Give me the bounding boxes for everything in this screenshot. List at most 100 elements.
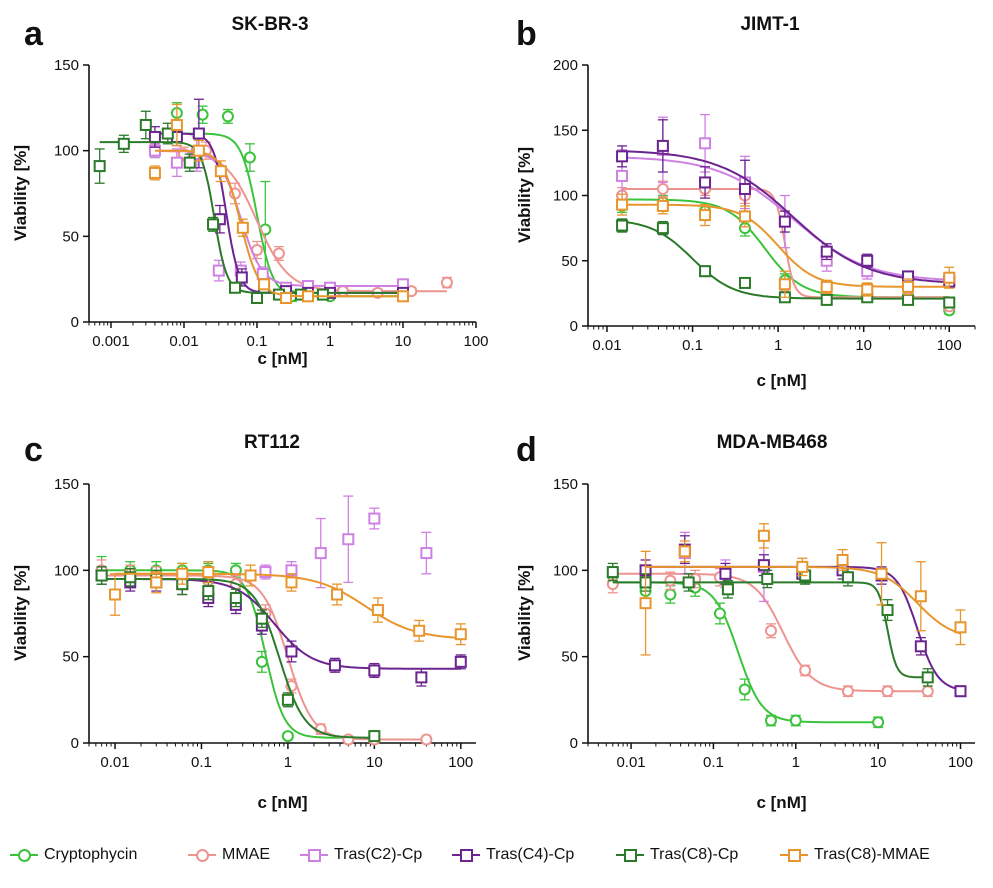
legend-marker-circle [10, 846, 38, 864]
data-point [250, 292, 263, 305]
y-tick-label: 150 [54, 57, 79, 74]
data-point [738, 276, 751, 289]
panel-title: RT112 [244, 432, 300, 453]
data-point [606, 566, 619, 579]
legend-label: Tras(C8)-MMAE [814, 846, 930, 863]
data-point [258, 278, 271, 291]
fit-curve [612, 572, 928, 693]
data-point [699, 176, 712, 189]
data-point [796, 560, 809, 573]
panel-title: MDA-MB468 [717, 432, 828, 453]
legend-item-c4cp: Tras(C4)-Cp [452, 846, 574, 864]
series-c8mmae [148, 103, 409, 305]
x-tick-label: 1 [774, 337, 782, 354]
series-c8cp [606, 562, 934, 687]
data-point [371, 604, 384, 617]
data-point [139, 118, 152, 131]
data-point [656, 182, 669, 195]
x-tick-label: 100 [937, 337, 962, 354]
legend-item-c8cp: Tras(C8)-Cp [616, 846, 738, 864]
data-point [280, 292, 293, 305]
data-point [699, 209, 712, 222]
data-point [170, 156, 183, 169]
panel-title: JIMT-1 [740, 14, 800, 35]
data-point [316, 288, 329, 301]
data-point [235, 271, 248, 284]
data-point [202, 585, 215, 598]
data-point [413, 624, 426, 637]
data-point [192, 127, 205, 140]
x-tick-label: 100 [463, 333, 488, 350]
x-tick-label: 1 [792, 754, 800, 771]
data-point [789, 714, 802, 727]
fit-curve [154, 149, 403, 298]
x-tick-label: 0.1 [191, 754, 212, 771]
legend-marker-circle [188, 846, 216, 864]
fit-curve [621, 150, 950, 284]
x-axis-label: c [nM] [257, 349, 307, 368]
legend-label: Tras(C8)-Cp [650, 846, 739, 863]
data-point [440, 276, 453, 289]
legend-item-mmae: MMAE [188, 846, 270, 864]
series-mmae [95, 559, 433, 746]
data-point [616, 169, 629, 182]
y-tick-label: 200 [553, 57, 578, 74]
data-point [285, 576, 298, 589]
data-point [820, 245, 833, 258]
y-tick-label: 0 [570, 735, 578, 752]
fit-curve [99, 141, 403, 294]
x-tick-label: 0.1 [247, 333, 268, 350]
data-point [207, 218, 220, 231]
data-point [943, 296, 956, 309]
y-tick-label: 50 [62, 649, 79, 666]
data-point [93, 160, 106, 173]
y-tick-label: 150 [553, 122, 578, 139]
fit-curve [612, 581, 879, 724]
y-tick-label: 100 [553, 562, 578, 579]
data-point [778, 215, 791, 228]
fit-curve [154, 149, 447, 293]
data-point [820, 293, 833, 306]
panel-b: b JIMT-1 0 50 100 150 200 0.01 0.1 1 10 100 c [nM] Vi… [515, 14, 976, 390]
data-point [183, 156, 196, 169]
data-point [221, 110, 234, 123]
x-tick-label: 1 [326, 333, 334, 350]
data-point [881, 604, 894, 617]
data-point [229, 591, 242, 604]
data-point [415, 671, 428, 684]
y-tick-label: 100 [553, 188, 578, 205]
data-point [244, 569, 257, 582]
panel-d: d MDA-MB468 0 50 100 150 0.01 0.1 1 10 100 c [nM] Vi… [515, 431, 975, 812]
legend-item-crypto: Cryptophycin [10, 846, 137, 864]
data-point [229, 281, 242, 294]
series-c8cp [93, 110, 403, 305]
data-point [336, 285, 349, 298]
data-point [914, 590, 927, 603]
x-tick-label: 1 [284, 754, 292, 771]
data-point [214, 165, 227, 178]
series-c8mmae [639, 523, 967, 656]
data-point [255, 655, 268, 668]
data-point [954, 685, 967, 698]
y-axis-label: Viability [%] [515, 147, 534, 243]
legend-marker-square [616, 846, 644, 864]
x-tick-label: 0.01 [100, 754, 129, 771]
data-point [954, 621, 967, 634]
x-tick-label: 0.001 [92, 333, 130, 350]
legend-label: Cryptophycin [44, 846, 138, 863]
panel-c: c RT112 0 50 100 150 0.01 0.1 1 10 100 c [nM] Viabil… [11, 431, 476, 812]
data-point [161, 127, 174, 140]
data-point [256, 268, 269, 281]
data-point [196, 108, 209, 121]
y-tick-label: 50 [62, 228, 79, 245]
data-point [616, 150, 629, 163]
data-point [841, 571, 854, 584]
data-point [281, 730, 294, 743]
y-axis-label: Viability [%] [11, 565, 30, 661]
data-point [664, 588, 677, 601]
series-c8mmae [616, 193, 956, 298]
series-c2cp [259, 495, 433, 589]
legend-label: MMAE [222, 846, 270, 863]
data-point [202, 566, 215, 579]
x-tick-label: 0.1 [703, 754, 724, 771]
